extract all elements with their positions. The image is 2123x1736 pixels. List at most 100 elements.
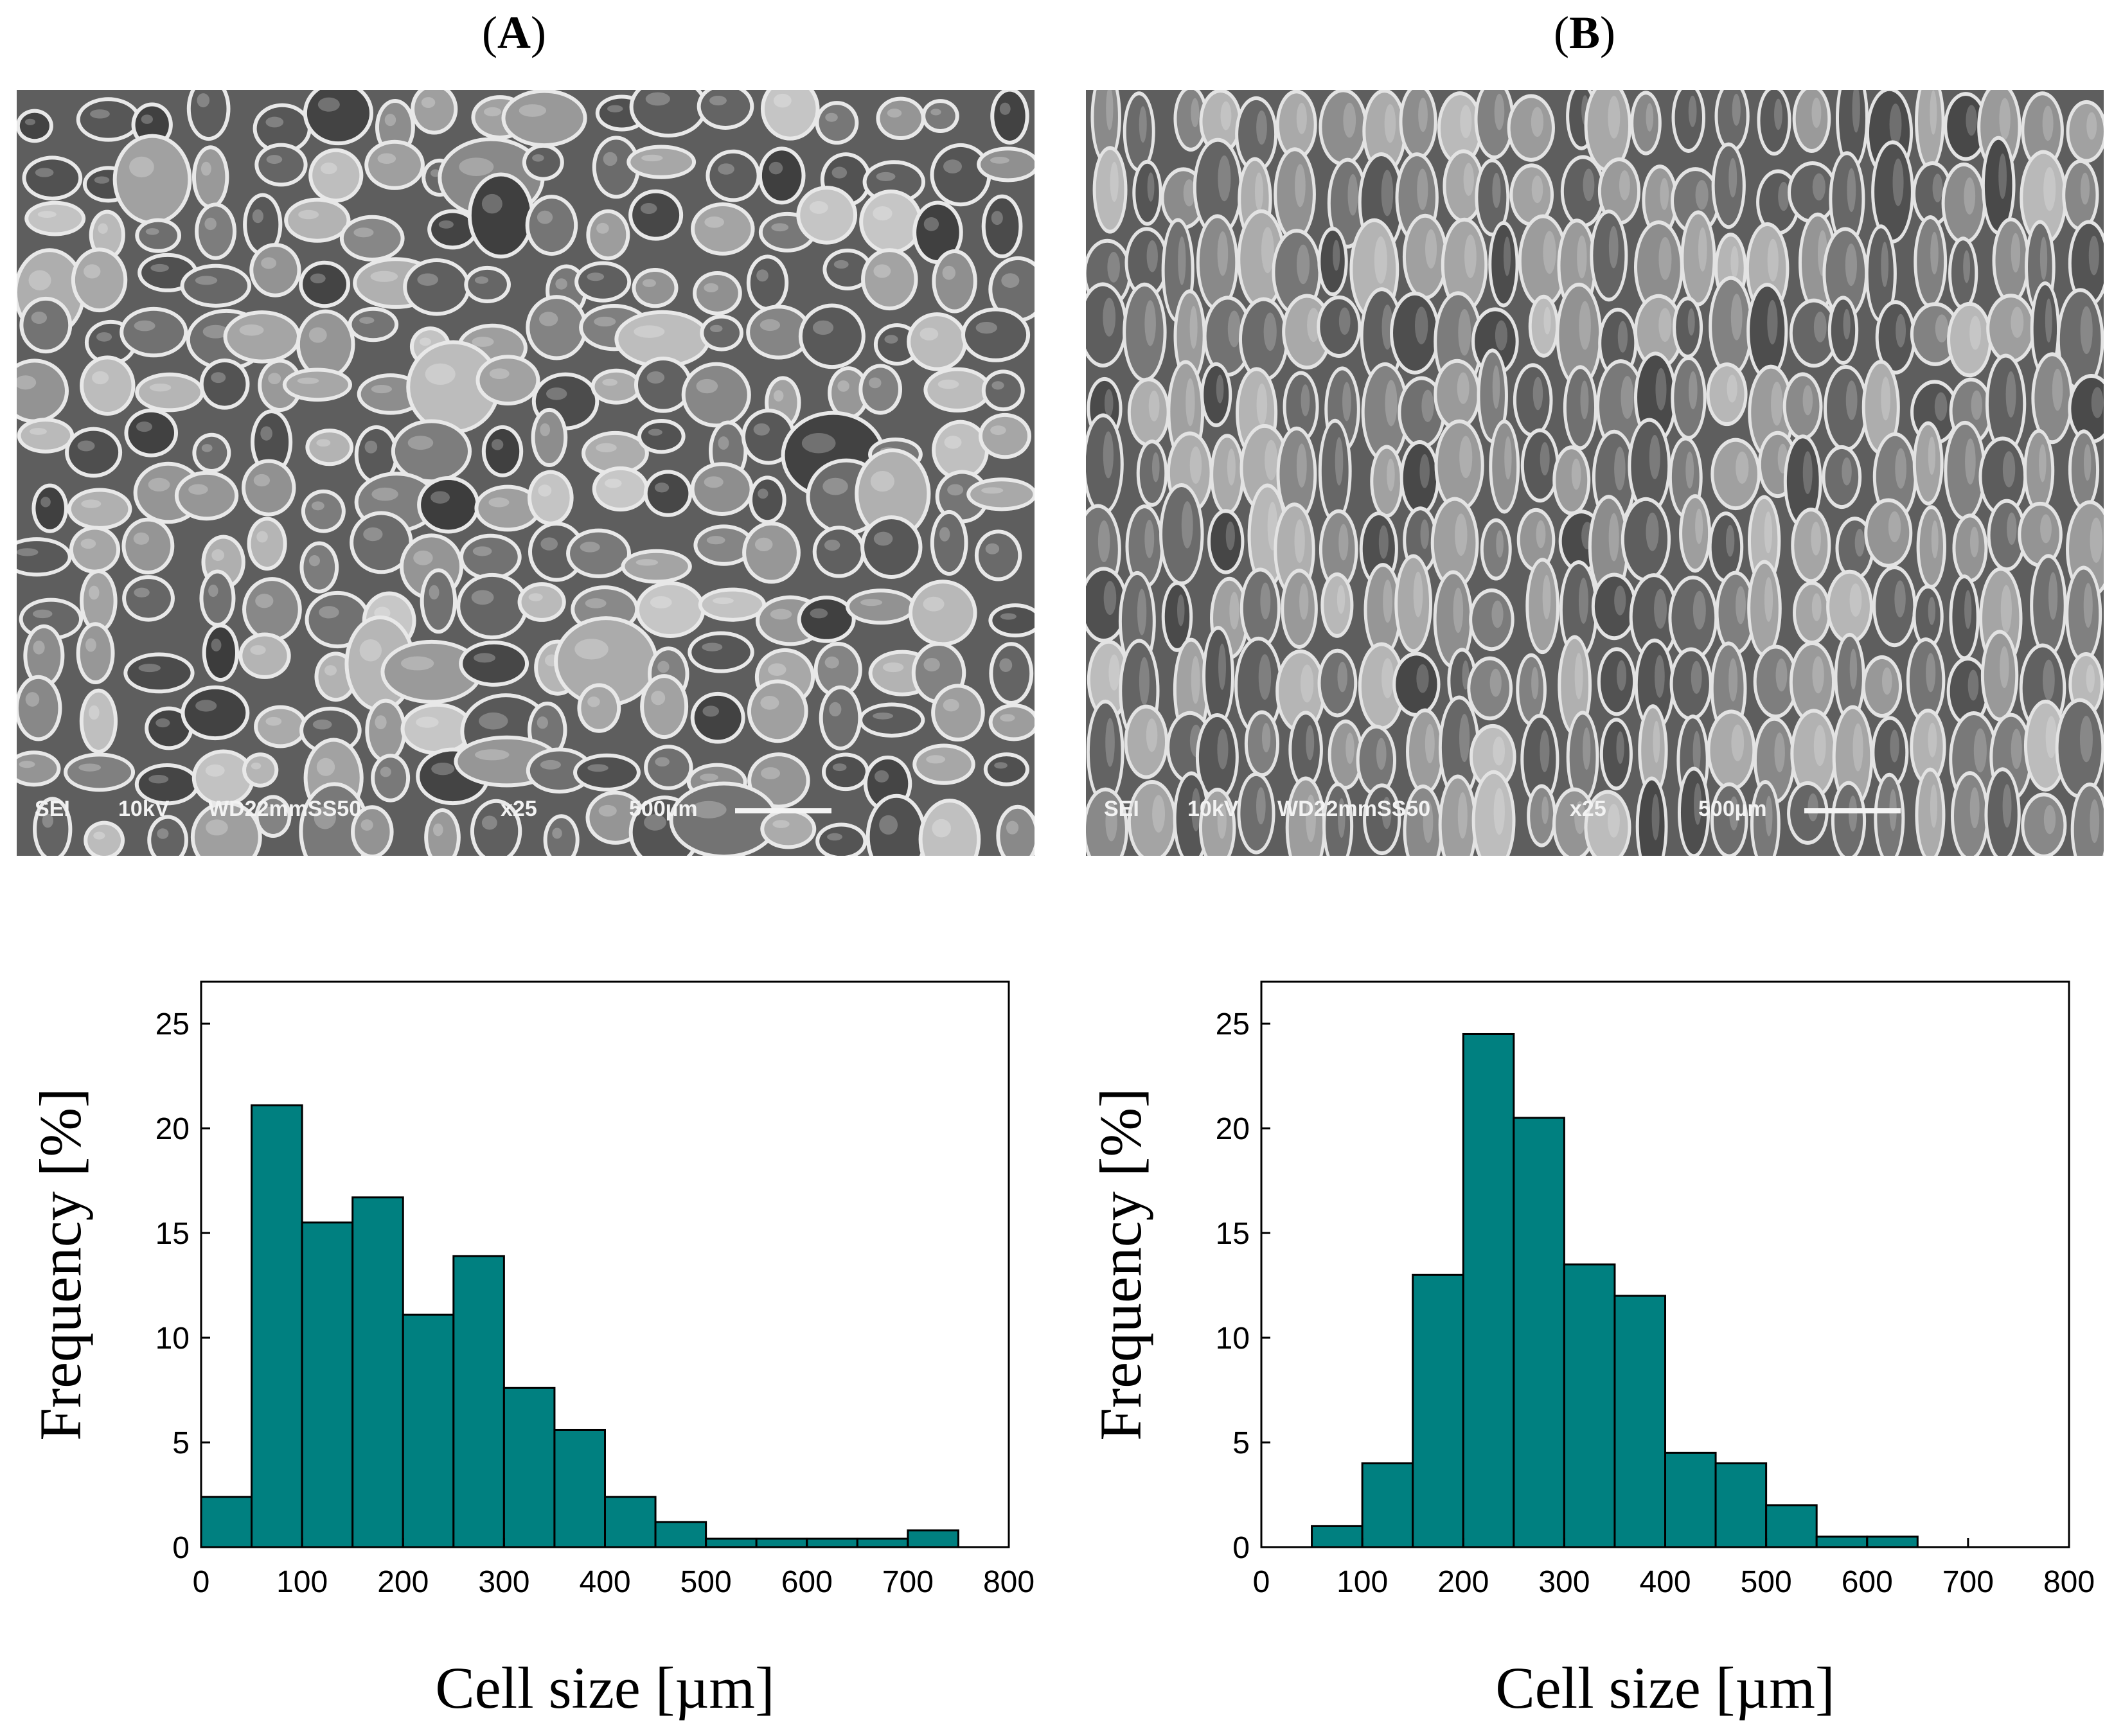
- sem-cell-highlight: [1646, 512, 1659, 551]
- sem-cell-interior: [1839, 90, 1866, 166]
- y-tick-label: 5: [172, 1426, 190, 1460]
- sem-cell-interior: [1750, 563, 1779, 653]
- x-tick-label: 500: [680, 1565, 732, 1599]
- sem-cell-interior: [116, 137, 188, 222]
- sem-cell-highlight: [1730, 294, 1743, 341]
- sem-cell: [180, 263, 252, 308]
- sem-cell-highlight: [1256, 110, 1267, 145]
- sem-cell: [1746, 283, 1788, 380]
- sem-cell-interior: [203, 573, 232, 623]
- sem-cell-interior: [2071, 224, 2104, 303]
- sem-cell-interior: [463, 644, 526, 683]
- sem-cell: [249, 243, 301, 297]
- sem-cell-interior: [251, 520, 283, 567]
- sem-cell: [1513, 363, 1553, 438]
- sem-cell-highlight: [635, 559, 659, 566]
- sem-cell-interior: [578, 265, 628, 299]
- sem-cell: [1127, 377, 1170, 447]
- sem-cell-highlight: [771, 223, 789, 232]
- sem-cell-highlight: [1852, 90, 1860, 133]
- sem-cell: [1635, 776, 1668, 856]
- sem-cell-highlight: [479, 712, 508, 730]
- sem-cell-interior: [1867, 502, 1910, 564]
- sem-cell-highlight: [1006, 820, 1019, 835]
- sem-cell-highlight: [256, 531, 268, 543]
- sem-cell-interior: [2027, 703, 2065, 788]
- sem-cell: [1238, 297, 1289, 382]
- sem-cell-interior: [585, 434, 645, 472]
- sem-cell-highlight: [1653, 720, 1660, 763]
- sem-cell: [1328, 719, 1364, 790]
- sem-cell-interior: [139, 376, 200, 409]
- sem-cell: [253, 103, 312, 154]
- sem-cell-highlight: [1694, 783, 1702, 825]
- sem-cell-highlight: [1608, 804, 1620, 838]
- sem-cell: [364, 139, 425, 190]
- sem-cell: [1200, 362, 1232, 427]
- sem-cell-highlight: [768, 161, 783, 175]
- sem-cell-interior: [127, 656, 191, 690]
- sem-cell: [1507, 94, 1555, 162]
- sem-cell: [691, 202, 755, 256]
- sem-cell-highlight: [580, 542, 600, 553]
- sem-cell-highlight: [574, 639, 608, 660]
- sem-cell-highlight: [829, 702, 842, 717]
- sem-cell: [1434, 419, 1484, 512]
- sem-cell-highlight: [78, 763, 102, 772]
- sem-cell-interior: [1591, 499, 1626, 595]
- sem-cell-interior: [203, 362, 246, 406]
- sem-cell-interior: [1917, 219, 1944, 305]
- histogram-bar: [856, 1537, 909, 1548]
- x-axis-title: Cell size [µm]: [1495, 1655, 1834, 1721]
- sem-cell: [1874, 772, 1905, 856]
- histogram-b: 0 5 10 15 20 25 0 100 200 300 400 500 600 700 800 Cell …: [1060, 964, 2120, 1736]
- sem-cell-highlight: [1491, 600, 1504, 628]
- histogram-bar: [907, 1529, 959, 1548]
- sem-cell: [1559, 560, 1599, 660]
- sem-cell-interior: [1240, 775, 1272, 851]
- sem-cell-highlight: [1103, 581, 1117, 616]
- sem-cell: [858, 364, 903, 415]
- sem-detector: SEI: [1104, 797, 1139, 821]
- sem-cell-interior: [1878, 304, 1913, 371]
- sem-cell: [456, 572, 528, 640]
- x-tick-label: 700: [1942, 1565, 1994, 1599]
- sem-cell-highlight: [1103, 431, 1114, 479]
- sem-cell-highlight: [532, 154, 544, 162]
- sem-cell-highlight: [1973, 728, 1987, 773]
- sem-cell: [1398, 376, 1446, 449]
- sem-cell: [1597, 647, 1637, 716]
- sem-magnification: x25: [1570, 797, 1606, 821]
- sem-cell-interior: [1718, 574, 1753, 651]
- sem-cell-interior: [1320, 299, 1358, 354]
- sem-cell-interior: [858, 452, 927, 536]
- sem-cell-interior: [360, 377, 420, 411]
- sem-cell-highlight: [1732, 93, 1741, 126]
- sem-cell-interior: [1523, 432, 1556, 499]
- sem-cell-highlight: [1571, 458, 1581, 490]
- sem-cell: [746, 254, 789, 311]
- sem-cell-highlight: [2011, 729, 2022, 770]
- sem-cell: [199, 359, 250, 410]
- sem-cell: [195, 202, 237, 260]
- sem-cell: [76, 622, 115, 685]
- sem-cell: [1710, 438, 1761, 511]
- sem-cell-interior: [67, 756, 132, 788]
- sem-cell-interior: [1364, 366, 1406, 459]
- sem-cell-interior: [369, 702, 403, 759]
- sem-cell-interior: [128, 412, 175, 454]
- sem-cell-interior: [410, 344, 497, 430]
- sem-cell-highlight: [939, 527, 950, 542]
- sem-cell-highlight: [1378, 525, 1389, 559]
- sem-cell: [990, 90, 1029, 145]
- sem-cell: [1947, 301, 1993, 378]
- sem-cell-interior: [258, 799, 288, 835]
- sem-cell: [1992, 217, 2030, 305]
- sem-cell: [1829, 151, 1865, 247]
- sem-cell: [1864, 498, 1913, 568]
- sem-cell: [1906, 637, 1946, 723]
- sem-cell: [517, 582, 566, 622]
- sem-cell-highlight: [528, 593, 543, 601]
- x-tick-label: 800: [983, 1565, 1035, 1599]
- sem-cell: [634, 357, 693, 413]
